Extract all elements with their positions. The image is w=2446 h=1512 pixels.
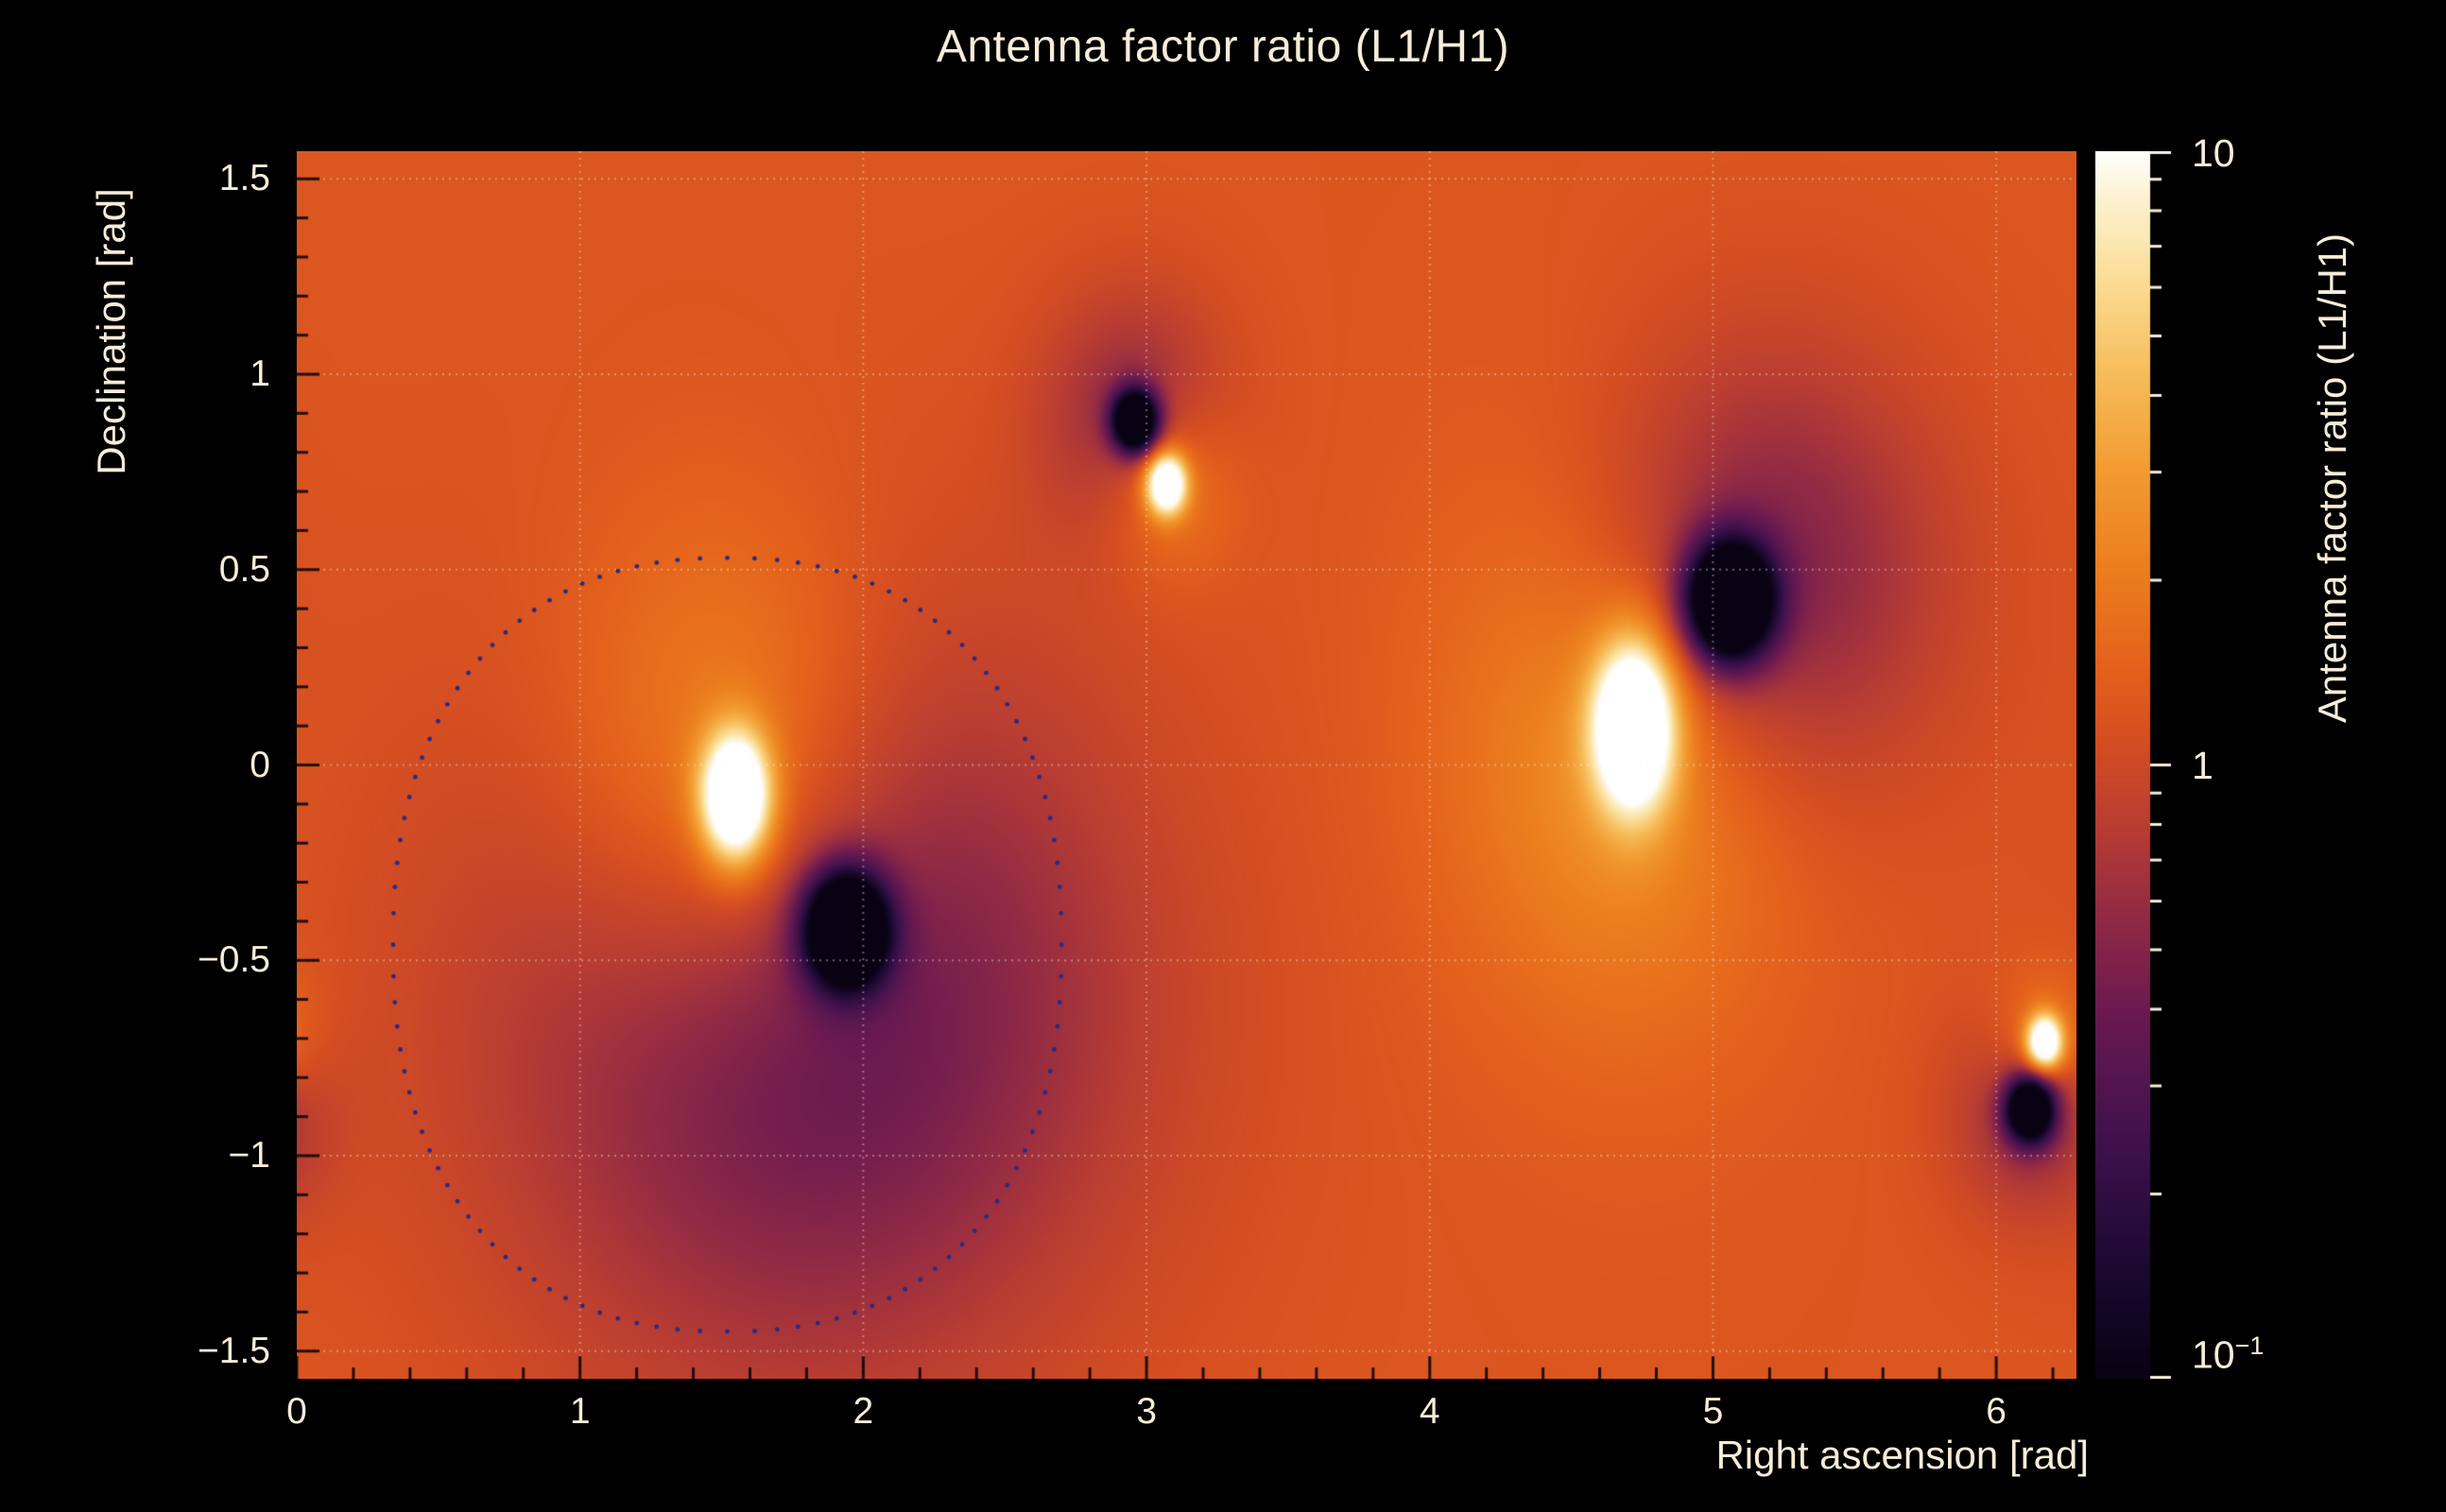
colorbar-axis-title: Antenna factor ratio (L1/H1) [2310, 232, 2354, 724]
colorbar-canvas [2095, 151, 2190, 1379]
y-tick-label: 0 [250, 744, 270, 785]
x-tick-label: 1 [569, 1391, 591, 1432]
y-tick-label: 1 [250, 353, 270, 395]
x-tick-label: 3 [1136, 1391, 1157, 1432]
y-tick-label: 1.5 [218, 158, 270, 199]
colorbar-tick-label-10: 10 [2192, 131, 2235, 175]
colorbar-tick-label-1: 1 [2192, 744, 2213, 787]
y-tick-label: −1 [228, 1134, 270, 1176]
colorbar-tick-label-0p1-base: 10 [2192, 1332, 2235, 1377]
x-tick-label: 2 [853, 1391, 874, 1432]
chart-title: Antenna factor ratio (L1/H1) [936, 22, 1510, 72]
y-tick-label: −1.5 [198, 1330, 270, 1371]
x-tick-label: 4 [1419, 1391, 1440, 1432]
y-tick-label: 0.5 [218, 548, 270, 590]
x-tick-label: 0 [286, 1391, 307, 1432]
y-tick-label: −0.5 [198, 939, 270, 981]
colorbar-tick-label-0p1-exp: −1 [2234, 1332, 2265, 1360]
x-tick-label: 5 [1702, 1391, 1724, 1432]
plot-overlay-canvas [297, 151, 2076, 1379]
y-axis-title: Declination [rad] [89, 188, 133, 475]
x-tick-label: 6 [1986, 1391, 2007, 1432]
x-axis-title: Right ascension [rad] [1715, 1433, 2089, 1477]
colorbar-tick-label-0p1: 10−1 [2192, 1323, 2264, 1378]
